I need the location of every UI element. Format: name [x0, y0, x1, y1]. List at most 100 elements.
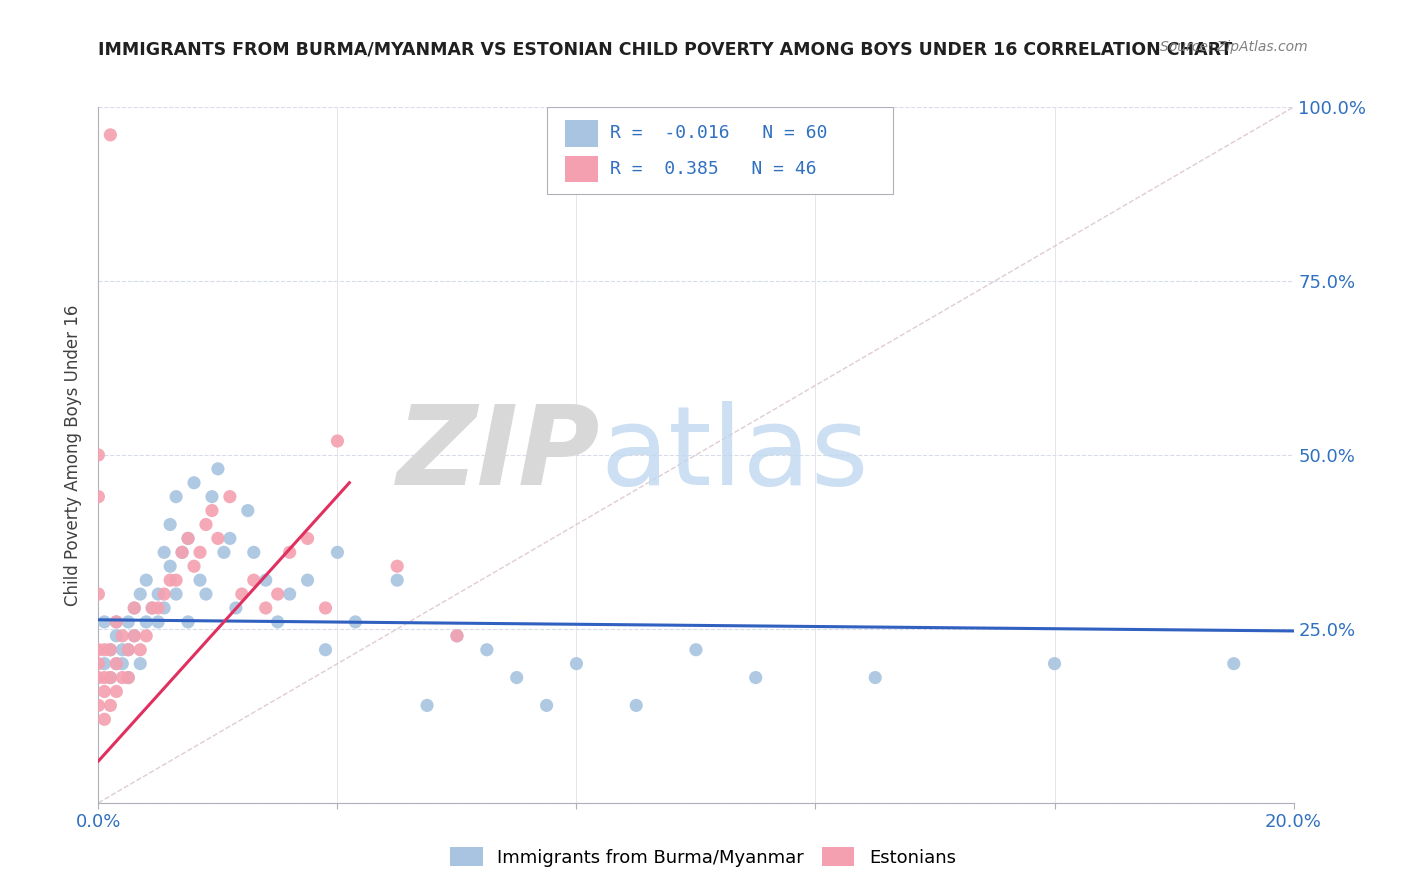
Point [141, 601, 163, 615]
Point [105, 615, 128, 629]
Point [105, 684, 128, 698]
Text: Source: ZipAtlas.com: Source: ZipAtlas.com [1160, 40, 1308, 54]
Text: IMMIGRANTS FROM BURMA/MYANMAR VS ESTONIAN CHILD POVERTY AMONG BOYS UNDER 16 CORR: IMMIGRANTS FROM BURMA/MYANMAR VS ESTONIA… [98, 40, 1233, 58]
Point [195, 517, 218, 532]
Point [98, 698, 122, 713]
Point [93, 671, 115, 685]
Point [87, 657, 110, 671]
Point [201, 490, 224, 504]
Point [87, 490, 110, 504]
Point [385, 573, 409, 587]
Text: atlas: atlas [600, 401, 869, 508]
Point [446, 629, 468, 643]
Legend: Immigrants from Burma/Myanmar, Estonians: Immigrants from Burma/Myanmar, Estonians [443, 840, 963, 874]
Point [141, 601, 163, 615]
Point [225, 601, 247, 615]
Point [385, 559, 409, 574]
Point [165, 573, 187, 587]
Point [111, 642, 134, 657]
Point [446, 629, 468, 643]
Point [135, 629, 157, 643]
Point [93, 642, 115, 657]
Point [177, 532, 200, 546]
Point [105, 657, 128, 671]
Point [87, 587, 110, 601]
Point [98, 671, 122, 685]
Point [416, 698, 439, 713]
Point [129, 657, 152, 671]
Point [87, 671, 110, 685]
Point [177, 532, 200, 546]
Point [105, 657, 128, 671]
Point [278, 545, 301, 559]
Point [111, 671, 134, 685]
Point [212, 545, 235, 559]
Point [98, 642, 122, 657]
Point [172, 545, 194, 559]
Point [153, 601, 176, 615]
Point [254, 601, 277, 615]
Point [207, 532, 229, 546]
Point [87, 642, 110, 657]
Point [297, 573, 319, 587]
Point [105, 629, 128, 643]
Point [278, 587, 301, 601]
Point [153, 587, 176, 601]
Point [117, 671, 139, 685]
Point [159, 573, 181, 587]
Point [188, 545, 211, 559]
Point [1043, 657, 1066, 671]
Point [124, 629, 146, 643]
Point [148, 615, 170, 629]
Point [475, 642, 498, 657]
Point [326, 545, 349, 559]
Point [207, 462, 229, 476]
Point [117, 642, 139, 657]
Point [124, 601, 146, 615]
Point [87, 448, 110, 462]
Point [219, 490, 242, 504]
Point [124, 629, 146, 643]
Point [159, 517, 181, 532]
Point [195, 587, 218, 601]
Point [165, 490, 187, 504]
Point [267, 587, 290, 601]
Point [267, 615, 290, 629]
Point [254, 573, 277, 587]
Point [87, 698, 110, 713]
Point [344, 615, 367, 629]
Point [148, 601, 170, 615]
Point [231, 587, 253, 601]
Point [685, 642, 707, 657]
Point [183, 559, 205, 574]
Point [236, 503, 259, 517]
Point [159, 559, 181, 574]
Point [93, 684, 115, 698]
Point [188, 573, 211, 587]
Point [111, 629, 134, 643]
Point [117, 642, 139, 657]
Point [326, 434, 349, 448]
Text: R =  -0.016   N = 60: R = -0.016 N = 60 [610, 125, 827, 143]
Point [117, 671, 139, 685]
Point [201, 503, 224, 517]
Point [1223, 657, 1246, 671]
Point [183, 475, 205, 490]
Point [129, 642, 152, 657]
Point [105, 615, 128, 629]
FancyBboxPatch shape [565, 120, 598, 146]
Y-axis label: Child Poverty Among Boys Under 16: Child Poverty Among Boys Under 16 [65, 304, 83, 606]
Point [506, 671, 529, 685]
Point [219, 532, 242, 546]
Point [153, 545, 176, 559]
Point [135, 615, 157, 629]
Point [117, 615, 139, 629]
Point [98, 671, 122, 685]
Point [98, 642, 122, 657]
FancyBboxPatch shape [547, 107, 893, 194]
Point [124, 601, 146, 615]
Point [148, 587, 170, 601]
Point [177, 615, 200, 629]
Point [172, 545, 194, 559]
Point [243, 545, 266, 559]
